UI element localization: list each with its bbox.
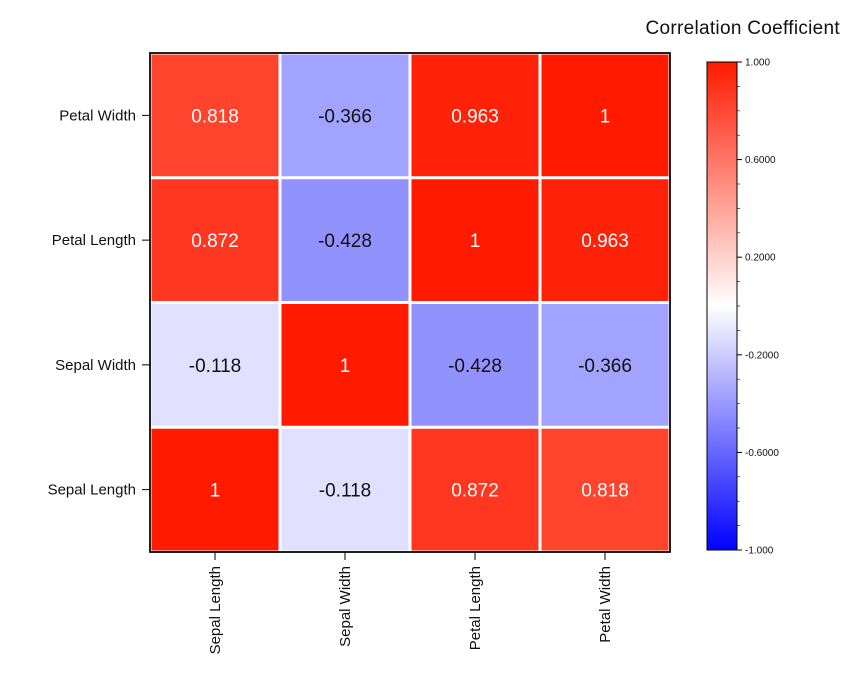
cell-value-label: -0.366 xyxy=(318,106,372,127)
x-tick-label: Petal Length xyxy=(467,566,484,650)
cell-value-label: 1 xyxy=(210,481,221,502)
cell-value-label: -0.118 xyxy=(319,481,371,502)
heatmap-cell xyxy=(411,179,539,301)
x-tick-label: Petal Width xyxy=(597,566,614,643)
heatmap-cell xyxy=(541,304,669,426)
colorbar-title: Correlation Coefficient xyxy=(645,18,840,39)
colorbar-tick-label: -1.000 xyxy=(745,546,774,557)
cell-value-label: -0.118 xyxy=(189,356,241,377)
heatmap-cell xyxy=(281,179,409,301)
colorbar-tick-label: -0.6000 xyxy=(745,448,779,459)
x-tick-label: Sepal Width xyxy=(337,566,354,647)
cell-value-label: 1 xyxy=(470,231,481,252)
cell-value-label: 0.818 xyxy=(191,106,239,127)
colorbar-tick-label: 0.6000 xyxy=(745,155,776,166)
cell-value-label: -0.366 xyxy=(578,356,632,377)
heatmap-cell xyxy=(541,428,669,551)
colorbar-tick-label: -0.2000 xyxy=(745,350,779,361)
y-tick-label: Sepal Length xyxy=(48,482,136,499)
heatmap-cell xyxy=(411,304,539,426)
y-axis-labels: Petal Width Petal Length Sepal Width Sepal … xyxy=(48,107,150,499)
x-tick-label: Sepal Length xyxy=(207,566,224,654)
cell-value-label: -0.428 xyxy=(448,356,502,377)
heatmap-cells: 0.818 -0.366 0.963 1 0.872 -0.428 1 0.963 -0.118… xyxy=(149,52,671,553)
colorbar-tick-label: 0.2000 xyxy=(745,253,776,264)
cell-value-label: -0.428 xyxy=(318,231,372,252)
colorbar: 1.000 0.6000 0.2000 -0.2000 -0.6000 -1.000 xyxy=(706,58,779,557)
heatmap-cell xyxy=(151,179,279,301)
heatmap-cell xyxy=(411,54,539,177)
cell-value-label: 0.963 xyxy=(581,231,629,252)
heatmap-cell xyxy=(541,179,669,301)
cell-value-label: 0.872 xyxy=(191,231,239,252)
y-tick-label: Petal Width xyxy=(59,107,136,124)
colorbar-tick-label: 1.000 xyxy=(745,58,770,69)
cell-value-label: 0.872 xyxy=(451,481,499,502)
heatmap-cell xyxy=(151,428,279,551)
heatmap-cell xyxy=(541,54,669,177)
heatmap-cell xyxy=(151,304,279,426)
heatmap-cell xyxy=(281,428,409,551)
cell-value-label: 1 xyxy=(340,356,351,377)
cell-value-label: 0.963 xyxy=(451,106,499,127)
y-tick-label: Sepal Width xyxy=(55,357,136,374)
x-axis-labels: Sepal Length Sepal Width Petal Length Petal… xyxy=(207,552,614,654)
heatmap-cell xyxy=(281,304,409,426)
cell-value-label: 0.818 xyxy=(581,481,629,502)
plot-border xyxy=(149,52,671,553)
heatmap-cell xyxy=(411,428,539,551)
y-tick-label: Petal Length xyxy=(52,232,136,249)
heatmap-cell xyxy=(151,54,279,177)
heatmap-cell xyxy=(281,54,409,177)
colorbar-bar xyxy=(706,61,738,551)
cell-value-label: 1 xyxy=(600,106,611,127)
